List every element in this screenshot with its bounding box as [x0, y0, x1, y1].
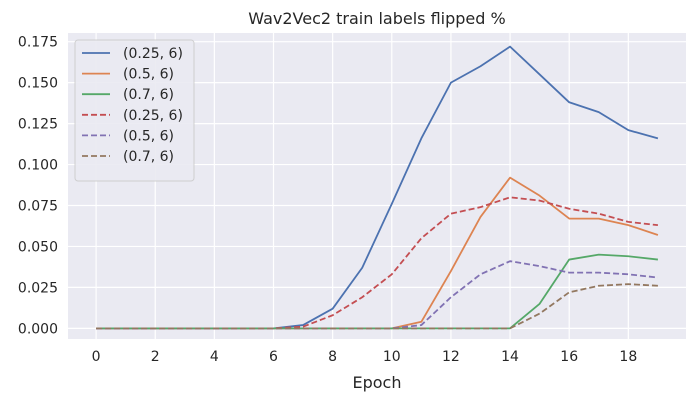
legend-label-4: (0.5, 6) [123, 128, 174, 144]
x-tick-label: 16 [560, 349, 578, 365]
legend-label-5: (0.7, 6) [123, 149, 174, 165]
y-tick-label: 0.175 [18, 35, 58, 51]
y-tick-label: 0.100 [18, 158, 58, 174]
legend-label-1: (0.5, 6) [123, 67, 174, 83]
y-tick-label: 0.150 [18, 76, 58, 92]
y-tick-label: 0.125 [18, 117, 58, 133]
legend-label-0: (0.25, 6) [123, 46, 183, 62]
series-lines [96, 45, 659, 330]
legend-label-2: (0.7, 6) [123, 87, 174, 103]
x-tick-label: 4 [210, 349, 219, 365]
x-tick-label: 0 [92, 349, 101, 365]
x-tick-label: 6 [269, 349, 278, 365]
y-tick-labels: 0.000 0.025 0.050 0.075 0.100 0.125 0.150 0.175 [18, 35, 58, 338]
legend-box [74, 39, 195, 182]
x-tick-label: 8 [328, 349, 337, 365]
legend-label-3: (0.25, 6) [123, 108, 183, 124]
x-tick-label: 14 [501, 349, 519, 365]
y-tick-label: 0.025 [18, 280, 58, 296]
series-line-5 [96, 283, 658, 330]
y-tick-label: 0.000 [18, 321, 58, 337]
chart-title: Wav2Vec2 train labels flipped % [248, 9, 505, 28]
x-tick-label: 10 [383, 349, 401, 365]
y-tick-label: 0.050 [18, 239, 58, 255]
x-tick-labels: 0 2 4 6 8 10 12 14 16 18 [92, 349, 638, 365]
legend: (0.25, 6) (0.5, 6) (0.7, 6) (0.25, 6) (0.5, … [74, 39, 195, 182]
x-axis-label: Epoch [353, 373, 402, 392]
x-tick-label: 2 [151, 349, 160, 365]
y-tick-label: 0.075 [18, 198, 58, 214]
x-tick-label: 12 [442, 349, 460, 365]
x-tick-label: 18 [619, 349, 637, 365]
